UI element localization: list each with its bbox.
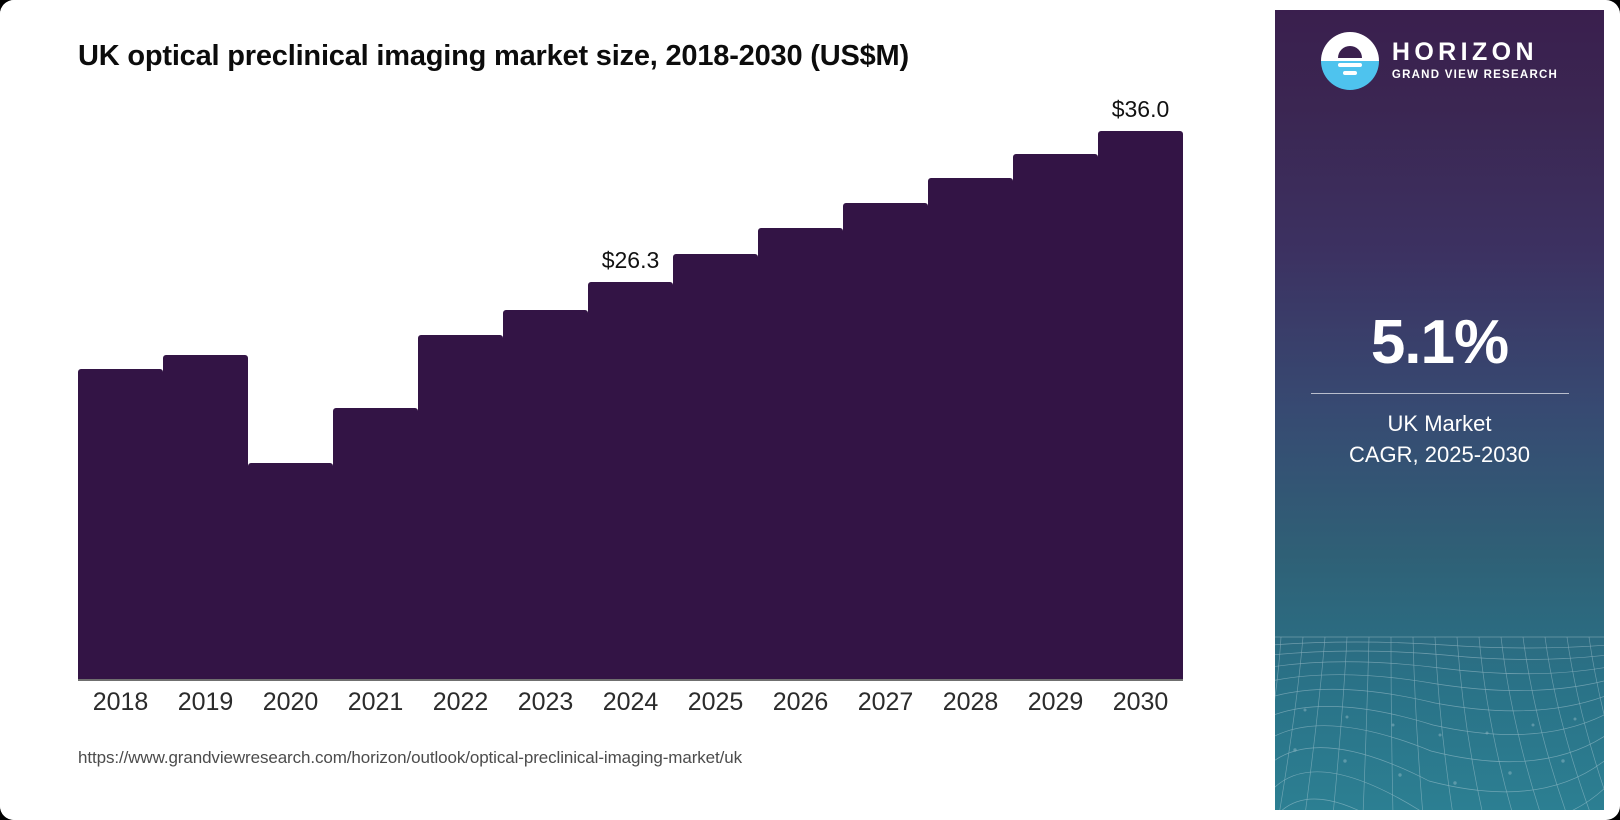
x-tick-2020: 2020 bbox=[262, 688, 319, 716]
x-tick-2023: 2023 bbox=[517, 688, 574, 716]
logo-sun-shape bbox=[1337, 46, 1362, 58]
bar-rect-2019[interactable] bbox=[163, 355, 248, 680]
bar-2028[interactable] bbox=[928, 96, 1013, 680]
bar-2030[interactable]: $36.0 bbox=[1098, 96, 1183, 680]
x-tick-2027: 2027 bbox=[857, 688, 914, 716]
bar-value-label-2024: $26.3 bbox=[601, 247, 660, 274]
x-tick-2030: 2030 bbox=[1112, 688, 1169, 716]
bar-2025[interactable] bbox=[673, 96, 758, 680]
bar-2019[interactable] bbox=[163, 96, 248, 680]
x-tick-2028: 2028 bbox=[942, 688, 999, 716]
bar-rect-2027[interactable] bbox=[843, 202, 928, 680]
x-tick-2019: 2019 bbox=[177, 688, 234, 716]
bar-2018[interactable] bbox=[78, 96, 163, 680]
bar-rect-2025[interactable] bbox=[673, 254, 758, 680]
horizon-sunset-circle-icon bbox=[1320, 32, 1379, 90]
stat-side-panel: HORIZON GRAND VIEW RESEARCH 5.1% UK Mark… bbox=[1275, 10, 1604, 810]
page-title: UK optical preclinical imaging market si… bbox=[78, 40, 909, 72]
x-tick-2021: 2021 bbox=[347, 688, 404, 716]
bar-2020[interactable] bbox=[248, 96, 333, 680]
logo-reflection-bar-long bbox=[1337, 63, 1362, 67]
bar-2027[interactable] bbox=[843, 96, 928, 680]
chart-panel: UK optical preclinical imaging market si… bbox=[78, 40, 1183, 767]
bar-rect-2021[interactable] bbox=[333, 408, 418, 680]
x-axis-line bbox=[78, 679, 1183, 681]
cagr-value: 5.1% bbox=[1370, 308, 1509, 377]
bar-rect-2023[interactable] bbox=[503, 310, 588, 680]
stat-divider bbox=[1310, 393, 1569, 395]
x-tick-2029: 2029 bbox=[1027, 688, 1084, 716]
x-tick-2026: 2026 bbox=[772, 688, 829, 716]
x-tick-2024: 2024 bbox=[602, 688, 659, 716]
bar-2024[interactable]: $26.3 bbox=[588, 96, 673, 680]
cagr-stat-block: 5.1% UK Market CAGR, 2025-2030 bbox=[1275, 310, 1604, 471]
bar-rect-2029[interactable] bbox=[1013, 154, 1098, 680]
x-tick-2018: 2018 bbox=[92, 688, 149, 716]
bar-2029[interactable] bbox=[1013, 96, 1098, 680]
bar-2022[interactable] bbox=[418, 96, 503, 680]
x-tick-2025: 2025 bbox=[687, 688, 744, 716]
bar-rect-2020[interactable] bbox=[248, 462, 333, 680]
cagr-caption-line2: CAGR, 2025-2030 bbox=[1349, 442, 1530, 468]
brand-logo: HORIZON GRAND VIEW RESEARCH bbox=[1275, 32, 1604, 90]
brand-subtitle: GRAND VIEW RESEARCH bbox=[1391, 69, 1559, 82]
logo-reflection-bar-short bbox=[1342, 71, 1357, 75]
source-url[interactable]: https://www.grandviewresearch.com/horizo… bbox=[78, 748, 743, 767]
brand-name: HORIZON bbox=[1391, 38, 1538, 67]
bar-rect-2022[interactable] bbox=[418, 334, 503, 680]
bar-rect-2018[interactable] bbox=[78, 369, 163, 680]
bar-rect-2026[interactable] bbox=[758, 227, 843, 680]
bar-2023[interactable] bbox=[503, 96, 588, 680]
cagr-caption-line1: UK Market bbox=[1387, 411, 1492, 437]
bar-rect-2024[interactable] bbox=[588, 282, 673, 680]
bar-2026[interactable] bbox=[758, 96, 843, 680]
bar-value-label-2030: $36.0 bbox=[1111, 96, 1170, 123]
wireframe-mesh-graphic bbox=[1275, 575, 1604, 810]
x-tick-2022: 2022 bbox=[432, 688, 489, 716]
bar-plot-area: $26.3 $36.0 bbox=[78, 96, 1183, 680]
bar-rect-2030[interactable] bbox=[1098, 131, 1183, 680]
bar-rect-2028[interactable] bbox=[928, 177, 1013, 680]
x-axis-tick-labels: 2018 2019 2020 2021 2022 2023 2024 2025 2026 2027… bbox=[78, 688, 1183, 728]
brand-logo-text: HORIZON GRAND VIEW RESEARCH bbox=[1392, 40, 1558, 82]
bar-2021[interactable] bbox=[333, 96, 418, 680]
